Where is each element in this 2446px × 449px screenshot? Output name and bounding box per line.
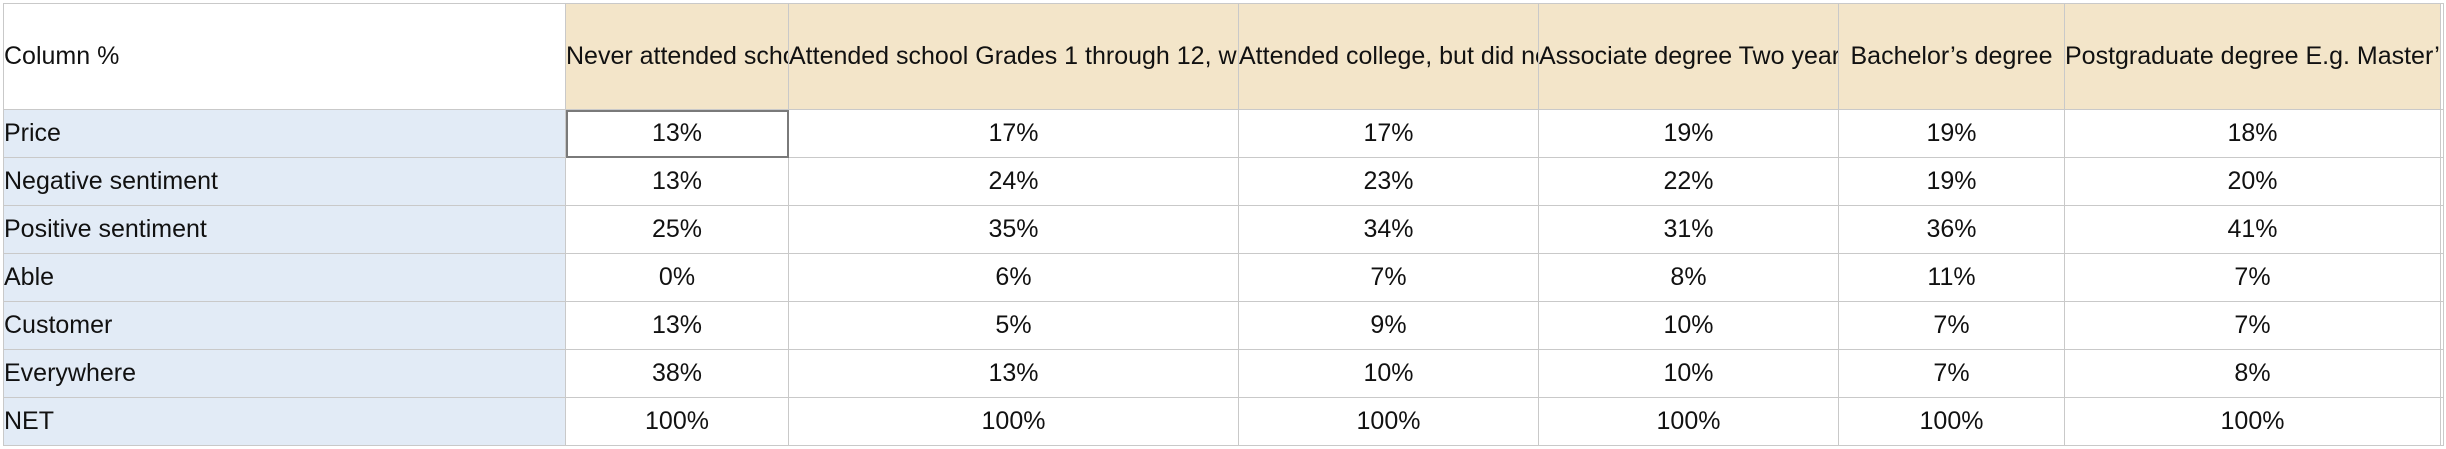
table-cell[interactable]: 13% <box>788 349 1239 398</box>
table-cell[interactable]: 100% <box>1238 397 1539 446</box>
table-cell[interactable]: 41% <box>2064 205 2441 254</box>
table-row-net: NET 100% 100% 100% 100% 100% 100% <box>3 397 2444 446</box>
grid-edge-cell[interactable] <box>2440 157 2444 206</box>
table-cell[interactable]: 10% <box>1538 301 1839 350</box>
table-cell[interactable]: 19% <box>1838 109 2065 158</box>
column-header-grades-1-12[interactable]: Attended school Grades 1 through 12, whe… <box>788 3 1239 110</box>
row-header-able[interactable]: Able <box>3 253 566 302</box>
table-cell[interactable]: 24% <box>788 157 1239 206</box>
table-row-able: Able 0% 6% 7% 8% 11% 7% <box>3 253 2444 302</box>
grid-edge-cell[interactable] <box>2440 109 2444 158</box>
table-cell[interactable]: 19% <box>1538 109 1839 158</box>
table-cell[interactable]: 7% <box>1838 301 2065 350</box>
table-cell[interactable]: 7% <box>1838 349 2065 398</box>
column-header-associate-degree[interactable]: Associate degree Two year degree <box>1538 3 1839 110</box>
table-cell[interactable]: 31% <box>1538 205 1839 254</box>
column-header-postgraduate-degree[interactable]: Postgraduate degree E.g. Master’s degree… <box>2064 3 2441 110</box>
table-cell[interactable]: 9% <box>1238 301 1539 350</box>
table-cell[interactable]: 100% <box>788 397 1239 446</box>
grid-edge-cell[interactable] <box>2440 349 2444 398</box>
table-cell[interactable]: 13% <box>565 301 789 350</box>
table-cell-selected[interactable]: 13% <box>565 109 789 158</box>
table-cell[interactable]: 8% <box>1538 253 1839 302</box>
table-cell[interactable]: 17% <box>788 109 1239 158</box>
table-cell[interactable]: 22% <box>1538 157 1839 206</box>
table-cell[interactable]: 18% <box>2064 109 2441 158</box>
row-header-price[interactable]: Price <box>3 109 566 158</box>
table-cell[interactable]: 8% <box>2064 349 2441 398</box>
grid-edge-cell[interactable] <box>2440 397 2444 446</box>
table-cell[interactable]: 7% <box>2064 253 2441 302</box>
table-cell[interactable]: 100% <box>2064 397 2441 446</box>
table-row-negative-sentiment: Negative sentiment 13% 24% 23% 22% 19% 2… <box>3 157 2444 206</box>
table-cell[interactable]: 10% <box>1538 349 1839 398</box>
table-cell[interactable]: 11% <box>1838 253 2065 302</box>
table-cell[interactable]: 20% <box>2064 157 2441 206</box>
table-cell[interactable]: 7% <box>2064 301 2441 350</box>
table-row-customer: Customer 13% 5% 9% 10% 7% 7% <box>3 301 2444 350</box>
table-cell[interactable]: 34% <box>1238 205 1539 254</box>
row-header-negative-sentiment[interactable]: Negative sentiment <box>3 157 566 206</box>
table-row-price: Price 13% 17% 17% 19% 19% 18% <box>3 109 2444 158</box>
header-row: Column % Never attended school Attended … <box>3 3 2444 110</box>
column-header-bachelors-degree[interactable]: Bachelor’s degree <box>1838 3 2065 110</box>
row-header-everywhere[interactable]: Everywhere <box>3 349 566 398</box>
table-cell[interactable]: 0% <box>565 253 789 302</box>
column-header-college-not-finished[interactable]: Attended college, but did not finish <box>1238 3 1539 110</box>
table-cell[interactable]: 25% <box>565 205 789 254</box>
grid-edge-cell[interactable] <box>2440 253 2444 302</box>
table-cell[interactable]: 23% <box>1238 157 1539 206</box>
column-header-never-attended[interactable]: Never attended school <box>565 3 789 110</box>
grid-edge-cell[interactable] <box>2440 205 2444 254</box>
table-row-positive-sentiment: Positive sentiment 25% 35% 34% 31% 36% 4… <box>3 205 2444 254</box>
table-cell[interactable]: 5% <box>788 301 1239 350</box>
row-header-customer[interactable]: Customer <box>3 301 566 350</box>
table-cell[interactable]: 100% <box>1838 397 2065 446</box>
corner-label[interactable]: Column % <box>3 3 566 110</box>
table-cell[interactable]: 36% <box>1838 205 2065 254</box>
table-cell[interactable]: 17% <box>1238 109 1539 158</box>
grid-edge-cell[interactable] <box>2440 3 2444 110</box>
table-cell[interactable]: 100% <box>1538 397 1839 446</box>
table-cell[interactable]: 100% <box>565 397 789 446</box>
table-cell[interactable]: 13% <box>565 157 789 206</box>
table-cell[interactable]: 7% <box>1238 253 1539 302</box>
row-header-net[interactable]: NET <box>3 397 566 446</box>
table-cell[interactable]: 19% <box>1838 157 2065 206</box>
table-cell[interactable]: 38% <box>565 349 789 398</box>
table-cell[interactable]: 6% <box>788 253 1239 302</box>
table-row-everywhere: Everywhere 38% 13% 10% 10% 7% 8% <box>3 349 2444 398</box>
row-header-positive-sentiment[interactable]: Positive sentiment <box>3 205 566 254</box>
crosstab-table: Column % Never attended school Attended … <box>3 3 2444 446</box>
table-cell[interactable]: 10% <box>1238 349 1539 398</box>
grid-edge-cell[interactable] <box>2440 301 2444 350</box>
table-cell[interactable]: 35% <box>788 205 1239 254</box>
